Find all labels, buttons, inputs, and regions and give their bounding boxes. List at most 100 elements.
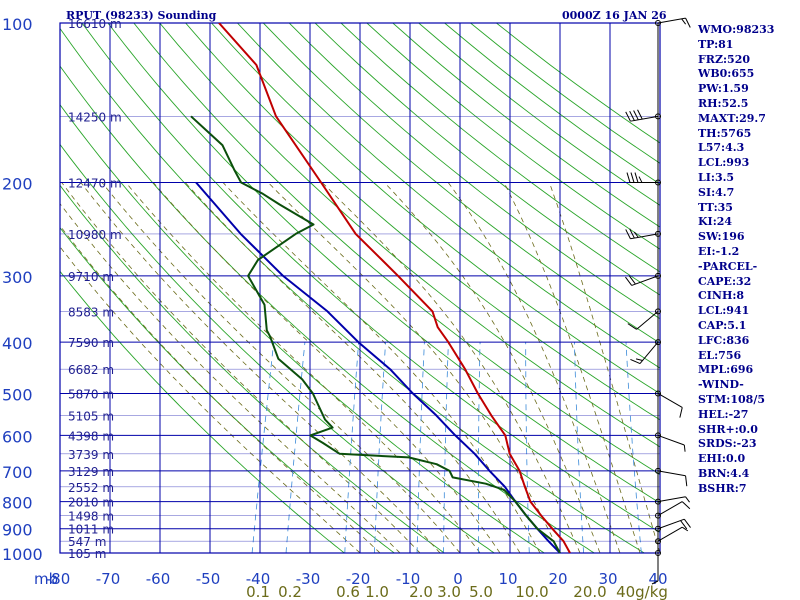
wind-barb-station — [655, 525, 661, 532]
mixing-ratio-label: 40g/kg — [616, 583, 668, 600]
mixing-ratio-line — [344, 342, 359, 553]
moist-adiabat — [60, 246, 361, 553]
index-item: LCL:993 — [698, 156, 750, 170]
wind-barb-feather — [625, 111, 631, 122]
wind-barb-feather — [625, 276, 633, 286]
height-label: 4398 m — [68, 429, 114, 443]
wind-barb-station — [655, 339, 661, 346]
wind-barb-feather — [635, 358, 643, 361]
wind-barb — [655, 432, 686, 452]
height-label: 5105 m — [68, 409, 114, 423]
wind-barb-shaft — [657, 526, 683, 542]
wind-barb-shaft — [630, 115, 659, 122]
wind-barb-feather — [630, 172, 635, 183]
index-item: HEL:-27 — [698, 407, 749, 421]
height-label: 3739 m — [68, 448, 114, 462]
index-item: RH:52.5 — [698, 96, 749, 110]
index-item: EI:-1.2 — [698, 244, 740, 258]
index-item: L57:4.3 — [698, 141, 745, 155]
wind-barb-station — [655, 538, 661, 545]
dry-adiabat — [366, 23, 660, 250]
wind-barb-shaft — [657, 17, 686, 24]
index-item: MPL:696 — [698, 363, 754, 377]
index-item: CAPE:32 — [698, 274, 752, 288]
index-item: FRZ:520 — [698, 52, 751, 66]
dry-adiabat — [159, 23, 660, 448]
moist-adiabat — [184, 182, 521, 553]
mixing-ratio-line — [416, 342, 425, 553]
dewpoint-line — [190, 115, 561, 553]
wind-barb-feather — [685, 475, 688, 487]
temperature-tick-label: -60 — [146, 570, 171, 588]
dry-adiabat — [60, 103, 546, 553]
index-item: SHR+:0.0 — [698, 422, 758, 436]
mixing-ratio-line — [373, 342, 386, 553]
dry-adiabat — [133, 23, 660, 476]
temperature-tick-label: 30 — [598, 570, 617, 588]
index-item: SI:4.7 — [698, 185, 735, 199]
temperature-tick-label: -80 — [46, 570, 71, 588]
wind-barb-station — [655, 467, 661, 474]
wind-barb-feather — [634, 172, 639, 183]
wind-barb — [655, 518, 691, 532]
index-item: TT:35 — [698, 200, 733, 214]
index-item: KI:24 — [698, 215, 733, 229]
wind-barb-station — [655, 20, 661, 26]
height-label: 1498 m — [68, 510, 114, 524]
wind-barb-feather — [679, 407, 683, 418]
index-item: LFC:836 — [698, 333, 750, 347]
wind-barb — [655, 501, 691, 519]
mixing-ratio-line — [285, 342, 306, 553]
dry-adiabat — [340, 23, 660, 273]
moist-adiabat — [447, 182, 621, 553]
temperature-tick-label: -30 — [296, 570, 321, 588]
moist-adiabat — [80, 182, 441, 553]
indices-panel: WMO:98233 TP:81 FRZ:520 WB0:655 PW:1.59 RH:52… — [698, 23, 800, 497]
mixing-ratio-line — [477, 342, 481, 553]
dry-adiabat — [60, 65, 596, 553]
wind-barb-shaft — [657, 470, 686, 477]
wind-barb-station — [655, 230, 661, 237]
temperature-tick-label: -20 — [346, 570, 371, 588]
wind-barb-feather — [680, 520, 688, 530]
parcel-line — [195, 181, 561, 553]
index-item: SW:196 — [698, 230, 745, 244]
moist-adiabat — [152, 182, 501, 553]
moist-adiabat — [125, 182, 481, 553]
moist-adiabat — [384, 182, 601, 553]
dry-adiabat — [107, 23, 660, 504]
temperature-tick-label: -10 — [396, 570, 421, 588]
wind-barb — [625, 109, 661, 122]
wind-barb — [655, 17, 691, 28]
wind-barb-feather — [685, 17, 691, 28]
height-label: 14250 m — [68, 110, 122, 124]
mixing-ratio-label: 2.0 — [409, 583, 433, 600]
index-item: TH:5765 — [698, 126, 752, 140]
wind-barb-shaft — [657, 434, 685, 446]
wind-barb-feather — [630, 358, 641, 365]
index-item: CAP:5.1 — [698, 318, 747, 332]
wind-barb-feather — [633, 231, 639, 238]
index-item: CINH:8 — [698, 289, 745, 303]
dry-adiabat — [60, 184, 446, 553]
mixing-ratio-line — [525, 342, 530, 553]
wind-barb-feather — [685, 496, 690, 503]
grid — [59, 22, 661, 554]
mixing-ratio-label: 1.0 — [365, 583, 389, 600]
valid-time: 0000Z 16 JAN 26 — [562, 9, 667, 22]
height-label: 9710 m — [68, 270, 114, 284]
index-item: STM:108/5 — [698, 392, 765, 406]
dry-adiabat — [60, 270, 346, 553]
height-label: 547 m — [68, 535, 106, 549]
mixing-ratio-line — [251, 342, 275, 553]
height-label: 12470 m — [68, 177, 122, 191]
mixing-ratio-label: 0.6 — [336, 583, 360, 600]
wind-barb — [655, 496, 690, 505]
dry-adiabat — [81, 23, 660, 533]
pressure-tick-label: 500 — [2, 385, 33, 404]
dry-adiabat — [60, 143, 496, 553]
wind-barb-station — [655, 432, 661, 439]
pressure-tick-label: 100 — [2, 15, 33, 34]
pressure-tick-label: 800 — [2, 494, 33, 513]
wind-barb-shaft — [657, 496, 686, 503]
